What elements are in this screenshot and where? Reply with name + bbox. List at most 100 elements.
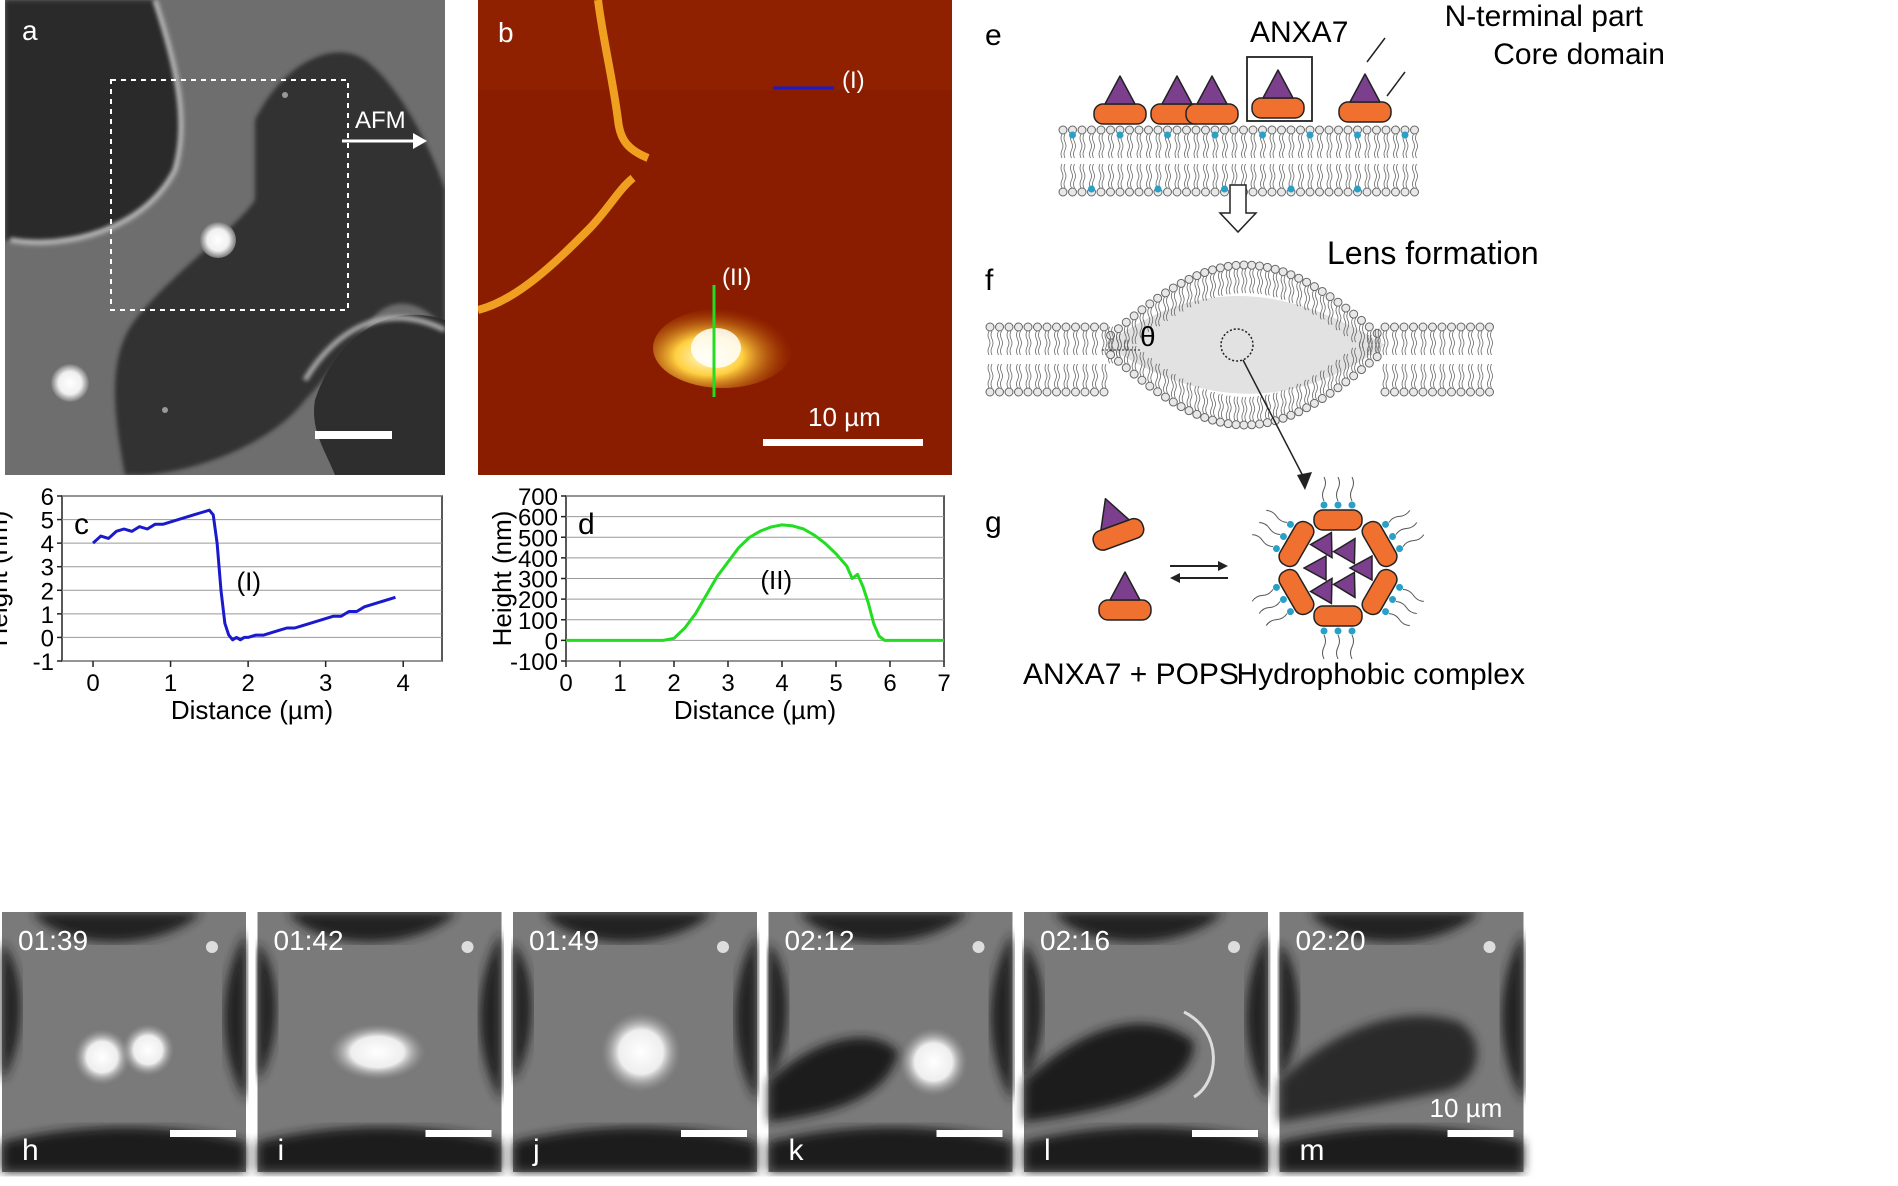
lipid-top <box>1077 125 1087 159</box>
lipid-tail <box>1322 476 1326 502</box>
ps-head <box>1259 131 1266 139</box>
lipid-bottom <box>1381 163 1391 197</box>
lipid-top <box>1248 125 1258 159</box>
lens-formation-label: Lens formation <box>1327 235 1539 271</box>
lipid-bottom <box>1437 363 1447 397</box>
dark-domain <box>768 1127 1013 1172</box>
lipid-top <box>1278 267 1288 301</box>
x-tick-label: 3 <box>319 670 332 697</box>
complex-subunit <box>1251 568 1315 626</box>
lipid-bottom <box>1099 363 1109 397</box>
lipid-top <box>1125 125 1134 159</box>
lipid-top <box>1172 125 1182 159</box>
lipid-bilayer <box>1058 125 1419 197</box>
lipid-bottom <box>1418 363 1428 397</box>
lipid-bottom <box>1200 388 1210 422</box>
core-label: Core domain <box>1493 38 1665 71</box>
panel-label-j: j <box>532 1134 540 1167</box>
ps-head <box>1116 131 1124 139</box>
small-droplet <box>206 941 218 953</box>
lipid-bottom <box>1096 163 1106 197</box>
lipid-top <box>1071 322 1080 356</box>
x-tick-label: 4 <box>397 670 410 697</box>
y-tick-label: 500 <box>518 525 558 552</box>
dark-domain <box>1279 1015 1477 1122</box>
complex-subunit <box>1313 476 1363 531</box>
dark-domain <box>1024 942 1043 1082</box>
time-frame: 02:12 k <box>768 912 1013 1172</box>
lipid-bottom <box>1456 363 1466 397</box>
lipid-tail <box>1266 509 1288 523</box>
bright-droplet <box>51 364 89 402</box>
scale-bar-label: 10 µm <box>1430 1093 1503 1123</box>
lipid-bottom <box>1106 163 1115 197</box>
panel-label-m: m <box>1300 1134 1325 1167</box>
lipid-head <box>1382 520 1390 528</box>
core-domain <box>1278 568 1315 616</box>
lipid-bottom <box>1172 163 1182 197</box>
n-terminal <box>1348 554 1373 582</box>
panel-label-f: f <box>985 264 994 297</box>
scale-bar <box>170 1130 236 1137</box>
y-axis-label: Height (nm) <box>487 511 517 647</box>
lipid-tail <box>1350 476 1354 502</box>
core-domain <box>1278 520 1315 568</box>
lipid-top <box>1090 322 1099 356</box>
lipid-top <box>1400 125 1410 159</box>
lipid-tail <box>1395 522 1418 535</box>
y-tick-label: 300 <box>518 567 558 594</box>
y-tick-label: -100 <box>510 649 558 676</box>
dark-domain <box>257 1127 502 1172</box>
lipid-bottom <box>1270 392 1280 426</box>
lens-shape <box>1105 295 1385 394</box>
lipid-bottom <box>1077 163 1087 197</box>
complex-subunit <box>1252 509 1315 568</box>
small-droplet <box>717 941 729 953</box>
lipid-top <box>1381 125 1391 159</box>
monomer-complex <box>1098 571 1152 621</box>
dark-domain <box>1246 932 1268 1102</box>
ps-head <box>1221 185 1228 193</box>
afm-label: AFM <box>355 107 406 134</box>
chart-annotation: (I) <box>236 566 261 596</box>
lipid-top <box>985 322 995 356</box>
lipid-bottom <box>1210 163 1220 197</box>
lipid-bottom <box>1191 163 1201 197</box>
lipid-top <box>1324 125 1334 159</box>
lipid-bottom <box>1068 163 1077 197</box>
lipid-top <box>1231 260 1241 294</box>
lipid-head <box>1334 501 1342 509</box>
lipid-bottom <box>1409 363 1418 397</box>
zoom-circle <box>1220 328 1254 362</box>
y-tick-label: -1 <box>33 649 54 676</box>
dark-domain <box>1024 1127 1268 1172</box>
complex-subunit <box>1361 568 1424 627</box>
lipid-bottom <box>1277 163 1286 197</box>
hydrophobic-complex-label: Hydrophobic complex <box>1237 658 1525 691</box>
dark-domain <box>543 912 713 942</box>
time-frame: 01:42 i <box>257 912 502 1172</box>
dark-domain <box>479 932 502 1102</box>
lipid-top <box>1353 125 1362 159</box>
lipid-bottom <box>1247 396 1257 430</box>
lipid-bottom <box>985 363 995 397</box>
ps-head <box>1354 185 1361 193</box>
ps-head <box>1088 185 1095 193</box>
lipid-top <box>1466 322 1475 356</box>
lipid-top <box>1208 265 1218 299</box>
lipid-head <box>1279 596 1287 603</box>
lipid-tail <box>1336 476 1340 502</box>
lipid-bottom <box>1125 163 1134 197</box>
scale-bar-label: 10 µm <box>808 402 881 432</box>
lipid-bottom <box>1090 363 1099 397</box>
lipid-bottom <box>1466 363 1475 397</box>
frame-time: 02:16 <box>1040 925 1110 956</box>
lipid-head <box>1320 501 1328 509</box>
series-line <box>566 523 944 642</box>
lipid-top <box>1215 263 1225 297</box>
lipid-bottom <box>1400 163 1410 197</box>
lipid-bottom <box>1033 363 1042 397</box>
lipid-top <box>1058 125 1068 159</box>
x-tick-label: 6 <box>883 670 896 697</box>
